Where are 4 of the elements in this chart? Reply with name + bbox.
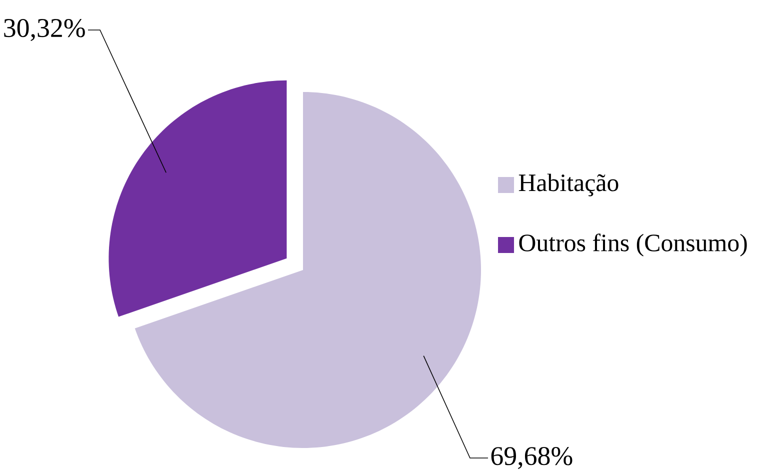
legend-label: Outros fins (Consumo) <box>519 234 747 256</box>
legend-label: Habitação <box>518 174 618 196</box>
data-label: 69,68% <box>491 446 572 470</box>
data-label: 30,32% <box>4 18 85 42</box>
